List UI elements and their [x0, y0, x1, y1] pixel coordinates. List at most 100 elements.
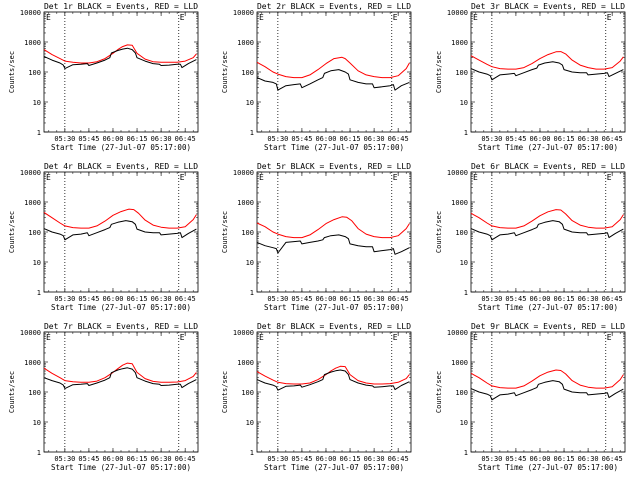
y-axis-label: Counts/sec: [8, 371, 16, 413]
x-tick-label: 05:30: [54, 135, 75, 143]
y-axis-label: Counts/sec: [8, 51, 16, 93]
x-axis-label: Start Time (27-Jul-07 05:17:00): [264, 463, 404, 472]
x-tick-label: 06:00: [102, 455, 123, 463]
y-axis-label: Counts/sec: [435, 51, 443, 93]
chart-title: Det 4r BLACK = Events, RED = LLD: [44, 162, 198, 171]
y-tick-label: 100: [455, 229, 468, 237]
x-axis-label: Start Time (27-Jul-07 05:17:00): [51, 143, 191, 152]
chart-title: Det 1r BLACK = Events, RED = LLD: [44, 2, 198, 11]
plot-frame: [470, 171, 626, 293]
x-tick-label: 05:30: [481, 135, 502, 143]
panel-chart-svg: Det 5r BLACK = Events, RED = LLD 1 10 100 10…: [221, 162, 412, 312]
x-tick-label: 06:45: [601, 295, 622, 303]
y-tick-label: 1: [250, 129, 254, 137]
y-tick-label: 1: [37, 449, 41, 457]
x-axis-label: Start Time (27-Jul-07 05:17:00): [478, 143, 618, 152]
chart-title: Det 8r BLACK = Events, RED = LLD: [257, 322, 411, 331]
x-tick-label: 06:45: [175, 455, 196, 463]
y-tick-label: 10000: [20, 329, 41, 337]
detector-panel: Det 8r BLACK = Events, RED = LLD 1 10 100 10…: [213, 320, 426, 480]
x-tick-label: 05:45: [292, 455, 313, 463]
events-series-line: [257, 69, 410, 91]
x-tick-label: 06:30: [577, 295, 598, 303]
detector-panel: Det 5r BLACK = Events, RED = LLD 1 10 100 10…: [213, 160, 426, 320]
detector-panel: Det 6r BLACK = Events, RED = LLD 1 10 100 10…: [427, 160, 640, 320]
y-tick-label: 1000: [237, 199, 254, 207]
y-tick-label: 100: [28, 389, 41, 397]
detector-panel: Det 7r BLACK = Events, RED = LLD 1 10 100 10…: [0, 320, 213, 480]
chart-title: Det 2r BLACK = Events, RED = LLD: [257, 2, 411, 11]
x-tick-label: 06:00: [316, 295, 337, 303]
x-tick-label: 05:45: [505, 455, 526, 463]
y-tick-label: 100: [242, 69, 255, 77]
interval-start-marker: E: [46, 333, 51, 342]
y-tick-label: 100: [455, 389, 468, 397]
events-series-line: [470, 380, 624, 401]
x-tick-label: 06:30: [151, 295, 172, 303]
panel-chart-svg: Det 8r BLACK = Events, RED = LLD 1 10 100 10…: [221, 322, 412, 472]
y-tick-label: 10: [33, 99, 41, 107]
y-tick-label: 10: [459, 419, 467, 427]
x-axis-label: Start Time (27-Jul-07 05:17:00): [51, 463, 191, 472]
detector-panel: Det 4r BLACK = Events, RED = LLD 1 10 100 10…: [0, 160, 213, 320]
lld-series-line: [257, 216, 411, 239]
detector-panel: Det 9r BLACK = Events, RED = LLD 1 10 100 10…: [427, 320, 640, 480]
events-series-line: [257, 234, 410, 255]
x-axis-label: Start Time (27-Jul-07 05:17:00): [478, 463, 618, 472]
panel-chart-svg: Det 3r BLACK = Events, RED = LLD 1 10 100 10…: [435, 2, 626, 152]
plot-frame: [470, 11, 626, 133]
events-series-line: [470, 61, 624, 81]
interval-start-marker: E: [473, 333, 478, 342]
x-tick-label: 05:30: [268, 135, 289, 143]
plot-frame: [256, 171, 412, 293]
x-tick-label: 05:45: [78, 455, 99, 463]
y-tick-label: 100: [242, 229, 255, 237]
x-tick-label: 06:00: [529, 295, 550, 303]
plot-frame: [43, 331, 199, 453]
y-tick-label: 10000: [447, 9, 468, 17]
chart-title: Det 6r BLACK = Events, RED = LLD: [471, 162, 625, 171]
y-tick-label: 10000: [233, 9, 254, 17]
x-tick-label: 05:45: [505, 135, 526, 143]
x-tick-label: 06:00: [316, 455, 337, 463]
panel-chart-svg: Det 2r BLACK = Events, RED = LLD 1 10 100 10…: [221, 2, 412, 152]
y-axis-label: Counts/sec: [8, 211, 16, 253]
interval-end-marker: E: [180, 173, 185, 182]
y-tick-label: 10: [33, 419, 41, 427]
x-tick-label: 06:45: [388, 295, 409, 303]
y-tick-label: 1: [250, 449, 254, 457]
x-tick-label: 06:15: [340, 455, 361, 463]
x-axis-label: Start Time (27-Jul-07 05:17:00): [51, 303, 191, 312]
lld-series-line: [257, 365, 411, 385]
y-axis-label: Counts/sec: [221, 51, 229, 93]
x-tick-label: 06:45: [388, 135, 409, 143]
interval-start-marker: E: [259, 13, 264, 22]
x-tick-label: 06:15: [553, 295, 574, 303]
y-tick-label: 100: [455, 69, 468, 77]
x-tick-label: 06:30: [151, 135, 172, 143]
x-tick-label: 06:45: [175, 295, 196, 303]
interval-start-marker: E: [46, 173, 51, 182]
y-tick-label: 1: [37, 289, 41, 297]
y-tick-label: 1000: [24, 199, 41, 207]
x-tick-label: 05:30: [481, 455, 502, 463]
y-tick-label: 10000: [447, 169, 468, 177]
plot-frame: [470, 331, 626, 453]
y-tick-label: 1000: [237, 359, 254, 367]
plot-frame: [256, 331, 412, 453]
y-tick-label: 1: [463, 449, 467, 457]
y-tick-label: 10000: [233, 329, 254, 337]
y-tick-label: 10000: [233, 169, 254, 177]
interval-end-marker: E: [606, 13, 611, 22]
y-tick-label: 1: [37, 129, 41, 137]
interval-start-marker: E: [259, 173, 264, 182]
detector-panel: Det 1r BLACK = Events, RED = LLD 1 10 100 10…: [0, 0, 213, 160]
x-tick-label: 05:30: [54, 295, 75, 303]
interval-end-marker: E: [180, 333, 185, 342]
x-tick-label: 06:30: [577, 455, 598, 463]
chart-title: Det 5r BLACK = Events, RED = LLD: [257, 162, 411, 171]
y-tick-label: 10: [459, 259, 467, 267]
x-tick-label: 05:30: [481, 295, 502, 303]
x-tick-label: 06:15: [127, 455, 148, 463]
